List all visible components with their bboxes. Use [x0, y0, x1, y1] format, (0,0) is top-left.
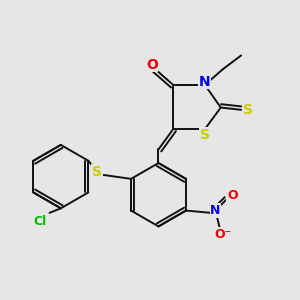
Text: O: O — [146, 58, 158, 71]
Text: S: S — [92, 165, 102, 179]
Text: Cl: Cl — [34, 215, 47, 228]
Text: S: S — [243, 103, 253, 117]
Text: S: S — [200, 128, 210, 142]
Text: O⁻: O⁻ — [215, 228, 232, 241]
Text: O: O — [227, 189, 238, 202]
Text: N: N — [199, 74, 211, 88]
Text: N: N — [210, 204, 220, 217]
